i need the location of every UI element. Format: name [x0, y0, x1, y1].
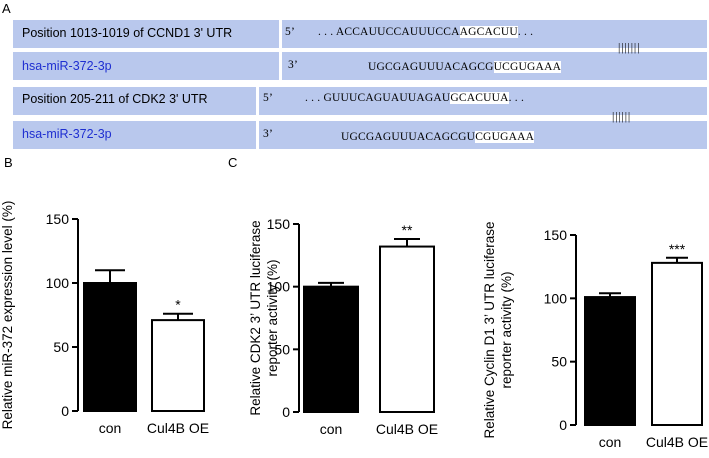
- y-tick-label: 0: [282, 404, 290, 420]
- position-label-cdk2: Position 205-211 of CDK2 3' UTR: [22, 92, 208, 106]
- mirna-label-cdk2: hsa-miR-372-3p: [22, 127, 112, 141]
- base-pairing-ccnd1: | | | | | | |: [618, 42, 639, 54]
- five-prime-ccnd1: 5’: [285, 26, 295, 38]
- bar-cul4b-oe: [379, 245, 435, 414]
- significance-marker: *: [175, 297, 181, 313]
- y-axis-label: Relative CDK2 3’ UTR luciferase: [248, 220, 263, 415]
- x-tick-label: Cul4B OE: [376, 421, 438, 437]
- y-tick-label: 50: [53, 339, 69, 355]
- five-prime-cdk2: 5’: [263, 92, 273, 104]
- x-tick-label: con: [99, 420, 122, 436]
- bar-cul4b-oe: [151, 319, 205, 412]
- panel-c-label: C: [228, 155, 238, 170]
- y-axis-label: reporter activity (%): [499, 271, 514, 388]
- bar-con: [584, 296, 636, 426]
- y-axis-label: Relative miR-372 expression level (%): [0, 201, 15, 430]
- y-tick-label: 50: [551, 354, 567, 370]
- significance-marker: ***: [669, 241, 686, 257]
- y-tick-label: 100: [544, 290, 568, 306]
- x-tick-label: Cul4B OE: [646, 434, 708, 450]
- target-sequence-cdk2: . . . GUUUCAGUAUUAGAUGCACUUA. . .: [305, 92, 525, 104]
- three-prime-cdk2: 3’: [263, 128, 273, 140]
- y-tick-label: 50: [274, 341, 290, 357]
- bar-con: [83, 282, 137, 412]
- base-pairing-cdk2: | | | | | |: [612, 111, 630, 123]
- y-tick-label: 150: [46, 211, 70, 227]
- y-axis-label: Relative Cyclin D1 3’ UTR luciferase: [482, 221, 497, 438]
- chart-cdk2-luciferase: 0 50 100 150 Relative CDK2 3’ UTR luciferase…: [248, 216, 438, 437]
- target-sequence-ccnd1: . . . ACCAUUCCAUUUCCAAGCACUU. . .: [318, 26, 534, 38]
- x-tick-label: Cul4B OE: [147, 420, 209, 436]
- panel-a-label: A: [2, 1, 11, 16]
- x-tick-label: con: [599, 434, 622, 450]
- y-axis-label: reporter activity (%): [265, 259, 280, 376]
- bar-con: [303, 285, 359, 413]
- significance-marker: **: [402, 222, 413, 238]
- chart-mir372-expression: 0 50 100 150 Relative miR-372 expression lev…: [0, 201, 209, 436]
- mirna-label-ccnd1: hsa-miR-372-3p: [22, 59, 112, 73]
- mirna-sequence-cdk2: UGCGAGUUUACAGCGUCGUGAAA: [341, 131, 535, 143]
- mirna-sequence-ccnd1: UGCGAGUUUACAGCGUCGUGAAA: [368, 61, 562, 73]
- y-tick-label: 100: [267, 279, 291, 295]
- panel-b-label: B: [4, 155, 13, 170]
- three-prime-ccnd1: 3’: [288, 59, 298, 71]
- y-tick-label: 150: [544, 227, 568, 243]
- chart-cyclind1-luciferase: 0 50 100 150 Relative Cyclin D1 3’ UTR lucif…: [482, 221, 708, 450]
- position-label-ccnd1: Position 1013-1019 of CCND1 3' UTR: [22, 26, 233, 40]
- bar-cul4b-oe: [651, 261, 703, 426]
- y-tick-label: 0: [559, 417, 567, 433]
- y-tick-label: 100: [46, 275, 70, 291]
- x-tick-label: con: [320, 421, 343, 437]
- y-tick-label: 0: [61, 403, 69, 419]
- y-tick-label: 150: [267, 216, 291, 232]
